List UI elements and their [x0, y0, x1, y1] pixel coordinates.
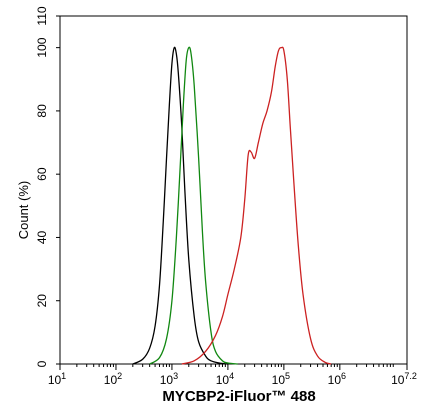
- y-axis-ticks: 0 20 40 60 80 100 110: [35, 6, 60, 367]
- x-axis-ticks: 101 102 103 104 105 106 107.2: [48, 364, 417, 387]
- y-tick-label: 0: [35, 360, 49, 367]
- plot-frame: [59, 15, 408, 365]
- plot-frame-group: [59, 15, 408, 365]
- y-tick-label: 60: [35, 167, 49, 181]
- series-line-1: [132, 46, 228, 365]
- series-line-3: [181, 46, 332, 365]
- y-tick-label: 40: [35, 230, 49, 244]
- x-tick-label: 104: [216, 371, 234, 387]
- x-tick-label: 103: [160, 371, 178, 387]
- series-line-2: [149, 46, 238, 365]
- y-axis-label: Count (%): [16, 181, 31, 240]
- series-lines: [132, 46, 332, 365]
- y-tick-label: 80: [35, 104, 49, 118]
- y-tick-label: 110: [35, 6, 49, 25]
- y-tick-label: 20: [35, 294, 49, 308]
- x-tick-label: 107.2: [391, 371, 417, 387]
- x-tick-label: 102: [104, 371, 122, 387]
- x-tick-label: 105: [272, 371, 290, 387]
- x-tick-label: 101: [48, 371, 66, 387]
- x-axis-label: MYCBP2-iFluor™ 488: [162, 388, 315, 405]
- y-tick-label: 100: [35, 37, 49, 57]
- x-tick-label: 106: [328, 371, 346, 387]
